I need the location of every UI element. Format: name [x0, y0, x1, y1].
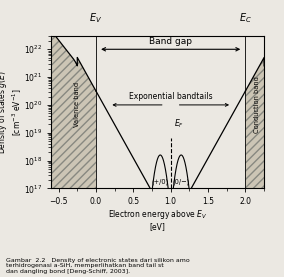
- Text: $E_C$: $E_C$: [239, 11, 252, 25]
- Text: Band gap: Band gap: [149, 37, 192, 47]
- Y-axis label: Density of states $g(E)$
[cm$^{-3}$ eV$^{-1}$]: Density of states $g(E)$ [cm$^{-3}$ eV$^…: [0, 70, 24, 154]
- Text: (0/−): (0/−): [173, 179, 190, 185]
- Text: $E_F$: $E_F$: [174, 117, 184, 130]
- Text: Conduction band: Conduction band: [254, 76, 260, 133]
- Text: $E_V$: $E_V$: [89, 11, 103, 25]
- Text: Gambar  2.2   Density of electronic states dari silikon amo
terhidrogenasi a-SiH: Gambar 2.2 Density of electronic states …: [6, 258, 189, 274]
- Text: Valence band: Valence band: [74, 82, 80, 127]
- Text: Exponential bandtails: Exponential bandtails: [129, 92, 212, 101]
- Text: (+/0): (+/0): [152, 179, 169, 185]
- X-axis label: Electron energy above $E_V$
[eV]: Electron energy above $E_V$ [eV]: [108, 208, 207, 231]
